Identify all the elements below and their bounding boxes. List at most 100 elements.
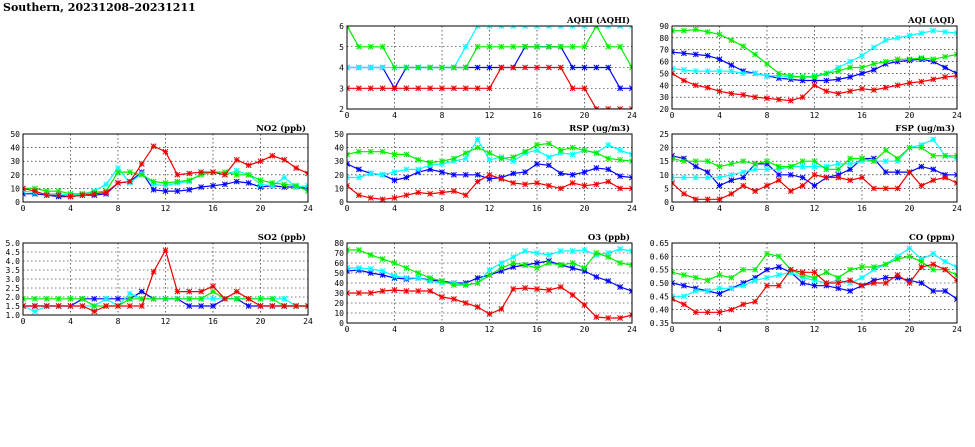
data-point [728, 171, 735, 178]
data-point [474, 64, 481, 71]
data-point [617, 147, 624, 154]
data-point [498, 43, 505, 50]
data-point [605, 26, 612, 29]
x-tick-label: 4 [68, 204, 73, 213]
data-point [617, 185, 624, 192]
data-point [415, 288, 422, 294]
data-point [894, 169, 901, 176]
data-point [498, 175, 505, 182]
data-point [672, 27, 675, 34]
data-point [930, 27, 937, 34]
data-point [672, 180, 675, 186]
data-point [752, 298, 759, 305]
data-point [379, 268, 386, 274]
x-tick-label: 20 [256, 204, 266, 213]
data-point [23, 185, 26, 192]
x-tick-label: 16 [208, 317, 218, 326]
data-point [672, 155, 675, 162]
chart-0: 0 10 20 30 40 50 0 4 8 12 16 20 24 NO2 (ppb) [10, 123, 313, 213]
data-point [823, 174, 830, 181]
data-point [799, 158, 806, 165]
data-point [823, 166, 830, 173]
data-point [835, 90, 842, 97]
data-point [486, 64, 493, 71]
data-point [680, 282, 687, 289]
data-point [581, 43, 588, 50]
data-point [593, 106, 600, 109]
data-point [43, 192, 50, 199]
data-point [728, 306, 735, 313]
data-point [43, 303, 50, 309]
data-point [617, 246, 624, 252]
data-point [728, 68, 735, 75]
data-point [462, 192, 469, 199]
data-point [355, 192, 362, 199]
data-point [367, 266, 374, 272]
data-point [882, 261, 889, 268]
data-point [257, 177, 264, 184]
data-point [55, 303, 62, 309]
data-point [692, 26, 699, 33]
y-tick-label: 4 [339, 64, 344, 73]
y-tick-label: 15 [659, 157, 669, 166]
data-point [103, 295, 110, 302]
y-tick-label: 0.40 [650, 306, 669, 315]
data-point [403, 64, 410, 71]
data-point [672, 49, 675, 56]
data-point [510, 260, 517, 266]
data-point [545, 43, 552, 50]
data-point [522, 64, 529, 71]
data-point [894, 155, 901, 162]
data-point [859, 282, 865, 289]
data-point [391, 273, 398, 279]
data-point [629, 64, 632, 71]
data-point [355, 85, 362, 92]
x-tick-label: 4 [392, 325, 397, 334]
x-tick-label: 20 [905, 204, 915, 213]
x-tick-label: 24 [952, 204, 962, 213]
data-point [293, 303, 300, 309]
x-tick-label: 24 [627, 325, 637, 334]
data-point [462, 64, 469, 71]
data-point [930, 266, 937, 273]
data-point [764, 250, 770, 257]
data-point [775, 253, 782, 260]
data-point [415, 166, 422, 173]
data-point [680, 272, 687, 278]
data-point [954, 180, 957, 186]
y-tick-label: 0.65 [650, 239, 669, 248]
data-point [474, 178, 481, 185]
data-point [581, 265, 588, 271]
data-point [534, 286, 540, 292]
data-point [752, 188, 759, 195]
y-tick-label: 3 [339, 84, 344, 93]
y-tick-label: 25 [659, 130, 669, 139]
data-point [799, 94, 806, 101]
y-tick-label: 50 [334, 130, 344, 139]
data-point [462, 300, 469, 306]
data-point [716, 196, 723, 202]
data-point [605, 254, 612, 260]
data-point [486, 311, 493, 317]
data-point [811, 171, 818, 178]
data-point [534, 160, 540, 167]
data-point [894, 34, 901, 41]
data-point [954, 296, 957, 302]
data-point [740, 174, 747, 181]
data-point [427, 288, 434, 294]
x-tick-label: 0 [21, 317, 26, 326]
data-point [894, 82, 901, 89]
y-tick-label: 3.5 [6, 266, 21, 275]
data-point [605, 43, 612, 50]
data-point [569, 85, 576, 92]
data-point [835, 166, 842, 173]
data-point [704, 158, 711, 165]
y-tick-label: 20 [334, 171, 344, 180]
x-tick-label: 0 [21, 204, 26, 213]
y-tick-label: 0.35 [650, 319, 669, 328]
data-point [355, 148, 362, 155]
data-point [486, 150, 493, 156]
data-point [569, 260, 576, 266]
data-point [347, 160, 350, 167]
data-point [811, 182, 818, 189]
